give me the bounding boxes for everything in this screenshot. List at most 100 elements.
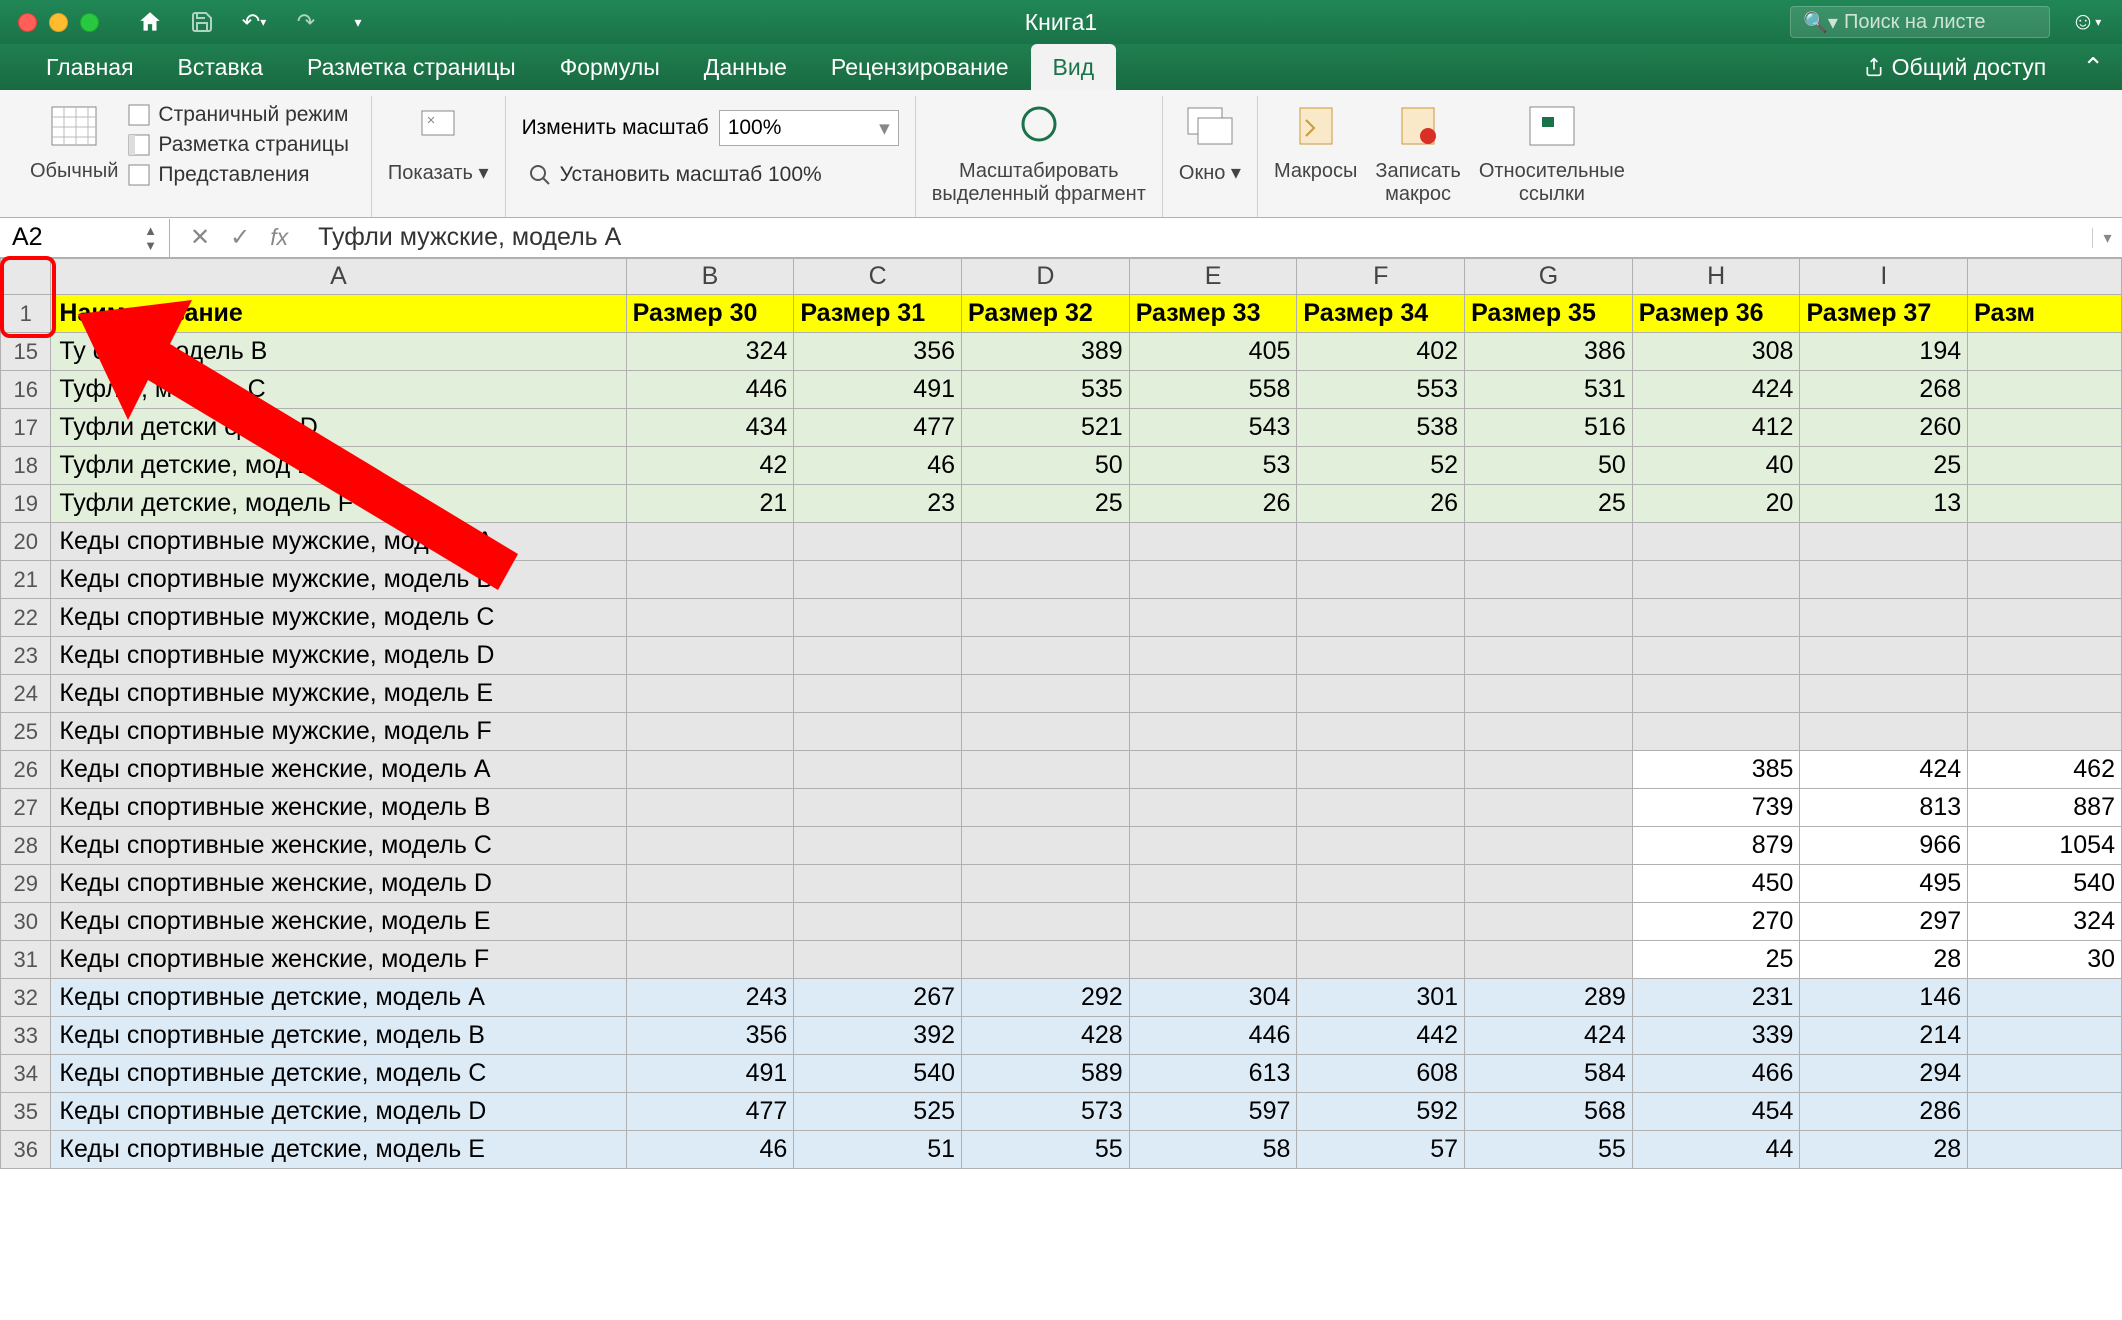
column-header[interactable]	[1968, 259, 2122, 295]
cell[interactable]	[1968, 1093, 2122, 1131]
cell[interactable]	[1968, 979, 2122, 1017]
cell[interactable]	[1465, 865, 1633, 903]
zoom-select[interactable]: 100%▾	[719, 110, 899, 146]
cell[interactable]	[626, 865, 794, 903]
cell[interactable]: 813	[1800, 789, 1968, 827]
cell[interactable]: 46	[794, 447, 962, 485]
cell[interactable]: 267	[794, 979, 962, 1017]
cell[interactable]: 25	[962, 485, 1130, 523]
cell[interactable]: 446	[1129, 1017, 1297, 1055]
cell[interactable]: 40	[1632, 447, 1800, 485]
cell[interactable]	[962, 751, 1130, 789]
name-box[interactable]: A2 ▲▼	[0, 219, 170, 257]
redo-icon[interactable]: ↷	[285, 4, 327, 40]
cell[interactable]	[1968, 1055, 2122, 1093]
cell[interactable]	[962, 941, 1130, 979]
cell[interactable]: 516	[1465, 409, 1633, 447]
cell[interactable]	[1968, 599, 2122, 637]
cell[interactable]: 58	[1129, 1131, 1297, 1169]
row-header[interactable]: 16	[1, 371, 51, 409]
cell[interactable]	[1465, 599, 1633, 637]
cell[interactable]	[962, 827, 1130, 865]
cell[interactable]	[794, 751, 962, 789]
cell[interactable]: Кеды спортивные женские, модель C	[51, 827, 626, 865]
cell[interactable]: 356	[626, 1017, 794, 1055]
cell[interactable]	[1129, 675, 1297, 713]
cell[interactable]: 966	[1800, 827, 1968, 865]
cell[interactable]	[962, 637, 1130, 675]
cell[interactable]: 386	[1465, 333, 1633, 371]
cell[interactable]: 46	[626, 1131, 794, 1169]
cell[interactable]: 1054	[1968, 827, 2122, 865]
cell[interactable]	[1968, 1131, 2122, 1169]
cell[interactable]	[1465, 561, 1633, 599]
cell[interactable]: Кеды спортивные женские, модель B	[51, 789, 626, 827]
cell[interactable]: 553	[1297, 371, 1465, 409]
cell[interactable]	[1968, 675, 2122, 713]
maximize-window[interactable]	[80, 13, 99, 32]
tab-insert[interactable]: Вставка	[156, 44, 286, 90]
cell[interactable]	[1297, 865, 1465, 903]
fx-icon[interactable]: fx	[270, 224, 288, 251]
row-header[interactable]: 17	[1, 409, 51, 447]
cell[interactable]: 297	[1800, 903, 1968, 941]
cell[interactable]: 538	[1297, 409, 1465, 447]
cell[interactable]: Ту ские, модель B	[51, 333, 626, 371]
formula-input[interactable]: Туфли мужские, модель A	[308, 223, 2092, 252]
cell[interactable]	[1465, 903, 1633, 941]
cell[interactable]: Размер 36	[1632, 295, 1800, 333]
cell[interactable]	[794, 903, 962, 941]
window-dropdown[interactable]: Окно ▾	[1179, 96, 1241, 185]
cell[interactable]	[1632, 637, 1800, 675]
cell[interactable]	[626, 751, 794, 789]
cell[interactable]	[1129, 561, 1297, 599]
cell[interactable]: Размер 30	[626, 295, 794, 333]
cell[interactable]: 405	[1129, 333, 1297, 371]
column-header[interactable]: B	[626, 259, 794, 295]
column-header[interactable]: I	[1800, 259, 1968, 295]
cell[interactable]: 613	[1129, 1055, 1297, 1093]
cell[interactable]: Размер 35	[1465, 295, 1633, 333]
search-input[interactable]: 🔍▾ Поиск на листе	[1790, 6, 2050, 38]
row-header[interactable]: 26	[1, 751, 51, 789]
cell[interactable]: 491	[794, 371, 962, 409]
cell[interactable]	[962, 523, 1130, 561]
cell[interactable]	[626, 599, 794, 637]
cell[interactable]: 28	[1800, 1131, 1968, 1169]
cell[interactable]	[1800, 561, 1968, 599]
row-header[interactable]: 20	[1, 523, 51, 561]
macros-button[interactable]: Макросы	[1274, 96, 1357, 206]
row-header[interactable]: 19	[1, 485, 51, 523]
cell[interactable]: 543	[1129, 409, 1297, 447]
cell[interactable]: 466	[1632, 1055, 1800, 1093]
cell[interactable]	[626, 561, 794, 599]
row-header[interactable]: 25	[1, 713, 51, 751]
cell[interactable]	[626, 637, 794, 675]
cell[interactable]: Размер 37	[1800, 295, 1968, 333]
cell[interactable]: 592	[1297, 1093, 1465, 1131]
undo-icon[interactable]: ↶ ▾	[233, 4, 275, 40]
cell[interactable]	[1968, 1017, 2122, 1055]
cell[interactable]: Кеды спортивные детские, модель B	[51, 1017, 626, 1055]
cell[interactable]: 521	[962, 409, 1130, 447]
cell[interactable]	[1129, 865, 1297, 903]
cell[interactable]: 50	[962, 447, 1130, 485]
cell[interactable]: Кеды спортивные детские, модель E	[51, 1131, 626, 1169]
cell[interactable]	[626, 675, 794, 713]
cell[interactable]	[1632, 599, 1800, 637]
cell[interactable]: 573	[962, 1093, 1130, 1131]
cell[interactable]: 324	[1968, 903, 2122, 941]
cell[interactable]: 424	[1632, 371, 1800, 409]
relative-refs-button[interactable]: Относительныессылки	[1479, 96, 1625, 206]
cell[interactable]: 292	[962, 979, 1130, 1017]
cell[interactable]: 324	[626, 333, 794, 371]
cell[interactable]	[1968, 409, 2122, 447]
cell[interactable]	[1968, 561, 2122, 599]
cell[interactable]	[794, 713, 962, 751]
cell[interactable]: Размер 34	[1297, 295, 1465, 333]
cell[interactable]	[794, 523, 962, 561]
cell[interactable]: Размер 33	[1129, 295, 1297, 333]
cell[interactable]	[1129, 903, 1297, 941]
cell[interactable]: 424	[1465, 1017, 1633, 1055]
cell[interactable]	[626, 789, 794, 827]
